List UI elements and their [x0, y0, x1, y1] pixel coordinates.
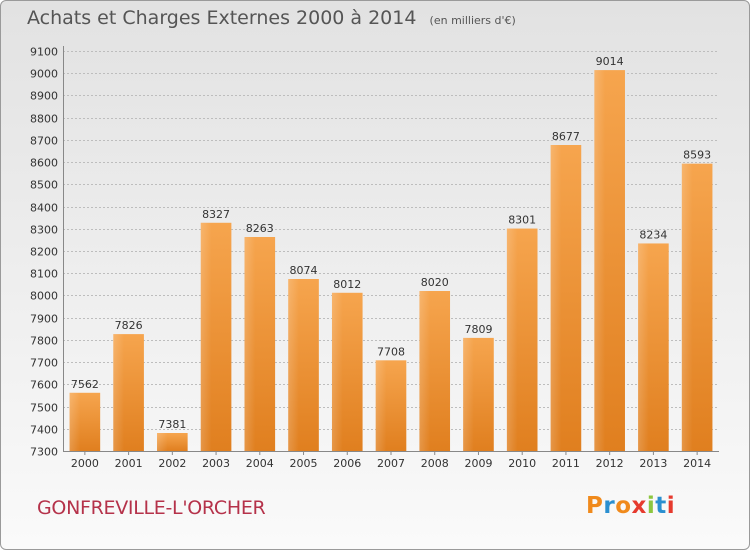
chart-header: Achats et Charges Externes 2000 à 2014 (… — [27, 7, 516, 29]
y-tick-label: 8600 — [30, 157, 58, 170]
data-label: 7708 — [377, 345, 405, 358]
y-tick-label: 7800 — [30, 335, 58, 348]
data-label: 8234 — [639, 228, 667, 241]
x-tick-label: 2013 — [639, 457, 667, 470]
chart-subtitle: (en milliers d'€) — [429, 14, 516, 27]
logo-letter: x — [631, 493, 647, 519]
bar-highlight — [157, 433, 168, 451]
data-label: 9014 — [596, 55, 624, 68]
bar-highlight — [331, 292, 343, 451]
y-tick-label: 8500 — [30, 179, 58, 192]
y-tick-label: 7500 — [30, 402, 58, 415]
bar-highlight — [69, 392, 81, 451]
bar-highlight — [638, 243, 649, 451]
logo-letter: t — [655, 493, 667, 519]
data-label: 8677 — [552, 130, 580, 143]
bar-highlight — [594, 70, 606, 451]
y-tick-label: 7300 — [30, 446, 58, 459]
x-tick-label: 2009 — [464, 457, 492, 470]
y-tick-label: 8900 — [30, 90, 58, 103]
x-tick-label: 2012 — [596, 457, 624, 470]
x-tick-label: 2000 — [71, 457, 99, 470]
data-label: 8301 — [508, 214, 536, 227]
y-tick-label: 7600 — [30, 379, 58, 392]
y-tick-label: 9100 — [30, 46, 58, 59]
data-label: 7826 — [115, 319, 143, 332]
x-tick-label: 2006 — [333, 457, 361, 470]
data-label: 7381 — [158, 418, 186, 431]
x-tick-label: 2008 — [421, 457, 449, 470]
logo-letter: P — [586, 493, 604, 519]
bar-highlight — [463, 337, 474, 451]
y-tick-label: 8100 — [30, 268, 58, 281]
y-tick-label: 7400 — [30, 424, 58, 437]
y-tick-label: 8400 — [30, 202, 58, 215]
x-tick-label: 2014 — [683, 457, 711, 470]
bar-highlight — [200, 222, 212, 451]
data-label: 8263 — [246, 222, 274, 235]
city-name: GONFREVILLE-L'ORCHER — [37, 497, 266, 519]
y-tick-label: 8300 — [30, 224, 58, 237]
bar-highlight — [681, 163, 693, 451]
data-label: 7562 — [71, 378, 99, 391]
bar-highlight — [375, 360, 387, 451]
bar-highlight — [288, 279, 299, 451]
logo-letter: r — [603, 493, 616, 519]
y-tick-label: 9000 — [30, 68, 58, 81]
data-label: 8327 — [202, 208, 230, 221]
x-tick-label: 2010 — [508, 457, 536, 470]
bar-highlight — [506, 228, 518, 451]
x-tick-label: 2007 — [377, 457, 405, 470]
y-tick-label: 7900 — [30, 313, 58, 326]
proxiti-logo: Proxiti — [586, 493, 675, 519]
y-tick-label: 8700 — [30, 135, 58, 148]
logo-letter: i — [666, 493, 676, 519]
data-label: 7809 — [464, 323, 492, 336]
x-tick-label: 2004 — [246, 457, 274, 470]
data-label: 8012 — [333, 278, 361, 291]
y-tick-label: 8200 — [30, 246, 58, 259]
x-tick-label: 2011 — [552, 457, 580, 470]
y-tick-label: 8800 — [30, 113, 58, 126]
bar-highlight — [113, 334, 125, 451]
x-tick-label: 2003 — [202, 457, 230, 470]
data-label: 8074 — [290, 264, 318, 277]
logo-letter: i — [646, 493, 656, 519]
y-tick-label: 7700 — [30, 357, 58, 370]
bar-highlight — [244, 237, 256, 451]
x-tick-label: 2001 — [115, 457, 143, 470]
y-tick-label: 8000 — [30, 290, 58, 303]
chart-title: Achats et Charges Externes 2000 à 2014 — [27, 7, 417, 29]
x-tick-label: 2002 — [158, 457, 186, 470]
logo-letter: o — [615, 493, 632, 519]
bar-highlight — [550, 145, 562, 451]
data-label: 8020 — [421, 276, 449, 289]
data-label: 8593 — [683, 149, 711, 162]
bar-highlight — [419, 291, 431, 451]
x-tick-label: 2005 — [290, 457, 318, 470]
